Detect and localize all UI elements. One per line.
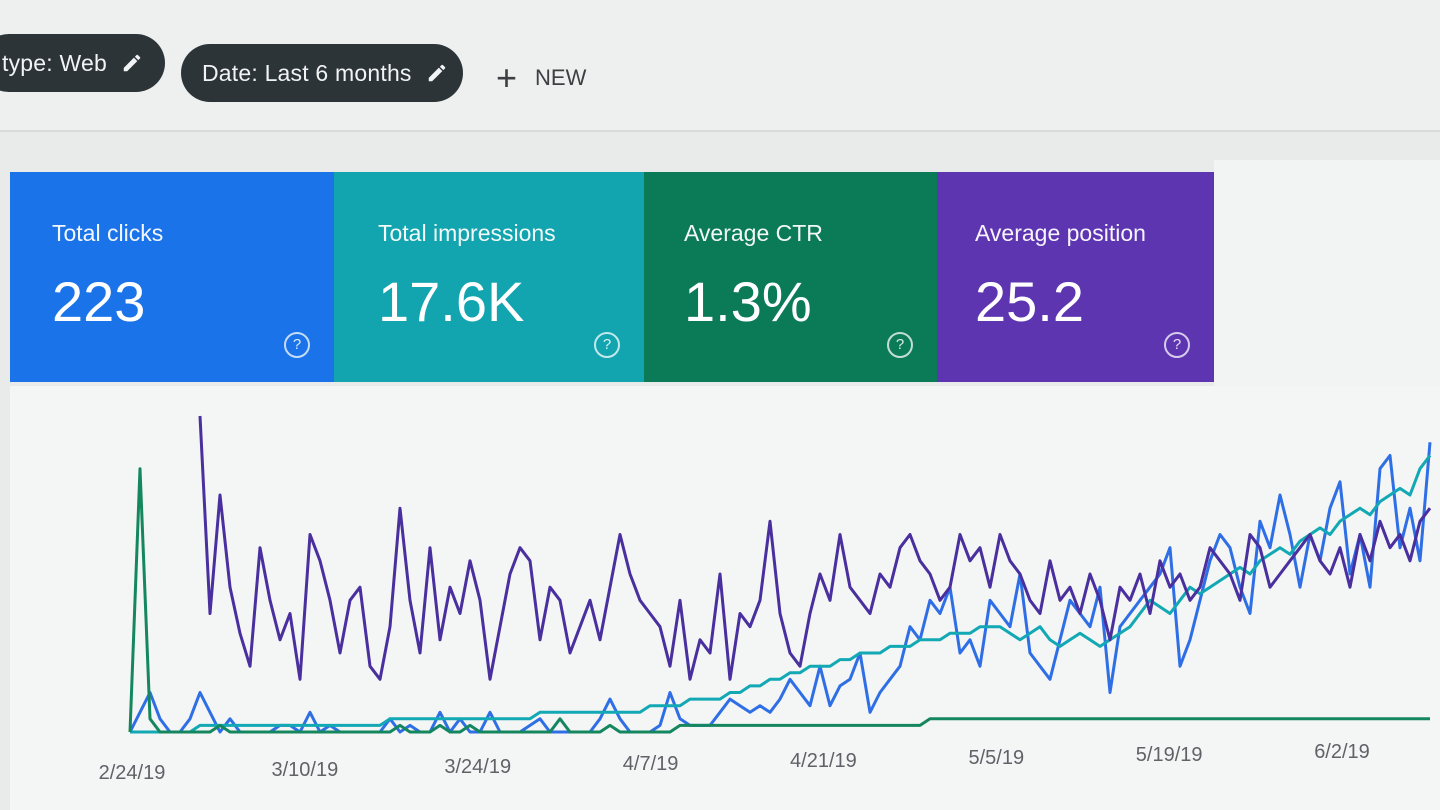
x-axis-tick-label: 3/10/19 — [271, 759, 338, 781]
help-icon[interactable]: ? — [887, 332, 913, 358]
metric-cards: Total clicks 223 ? Total impressions 17.… — [10, 172, 1214, 386]
help-icon[interactable]: ? — [594, 332, 620, 358]
edit-pencil-icon[interactable] — [426, 62, 448, 84]
new-filter-label: NEW — [535, 65, 587, 90]
metric-label: Total clicks — [52, 220, 164, 246]
metric-value: 17.6K — [378, 270, 525, 333]
metric-card-total-clicks[interactable]: Total clicks 223 ? — [10, 172, 334, 382]
edit-pencil-icon[interactable] — [121, 52, 143, 74]
performance-chart[interactable]: 2/24/19 3/10/19 3/24/19 4/7/19 4/21/19 5/5/19… — [10, 386, 1440, 810]
plus-icon: + — [496, 57, 518, 98]
x-axis-tick-label: 5/19/19 — [1136, 744, 1203, 766]
series-line-total-impressions — [130, 454, 1432, 734]
metric-label: Total impressions — [378, 220, 556, 246]
filter-bar: type: Web Date: Last 6 months + NEW — [0, 0, 1440, 132]
metric-value: 25.2 — [975, 270, 1084, 333]
help-icon[interactable]: ? — [1164, 332, 1190, 358]
x-axis-tick-label: 4/21/19 — [790, 750, 857, 772]
metric-value: 223 — [52, 270, 146, 333]
right-blank-panel — [1214, 160, 1440, 388]
x-axis-tick-label: 2/24/19 — [99, 762, 166, 784]
series-line-average-ctr — [128, 467, 1430, 734]
x-axis-tick-label: 6/2/19 — [1314, 741, 1370, 763]
new-filter-button[interactable]: + NEW — [496, 58, 586, 98]
help-icon[interactable]: ? — [284, 332, 310, 358]
metric-label: Average CTR — [684, 220, 823, 246]
metric-card-average-ctr[interactable]: Average CTR 1.3% ? — [644, 172, 937, 382]
line-chart: 2/24/19 3/10/19 3/24/19 4/7/19 4/21/19 5/5/19… — [99, 415, 1432, 784]
x-axis-tick-label: 4/7/19 — [623, 753, 679, 775]
filter-chip-type-label: type: Web — [2, 49, 107, 76]
filter-chip-type[interactable]: type: Web — [0, 34, 165, 92]
metric-card-average-position[interactable]: Average position 25.2 ? — [937, 172, 1214, 382]
metric-card-total-impressions[interactable]: Total impressions 17.6K ? — [334, 172, 644, 382]
series-line-average-position — [198, 415, 1432, 681]
metric-value: 1.3% — [684, 270, 812, 333]
x-axis-tick-label: 5/5/19 — [968, 747, 1024, 769]
filter-chip-date-label: Date: Last 6 months — [202, 59, 412, 86]
metric-label: Average position — [975, 220, 1146, 246]
x-axis-tick-label: 3/24/19 — [444, 756, 511, 778]
filter-chip-date[interactable]: Date: Last 6 months — [181, 44, 463, 102]
